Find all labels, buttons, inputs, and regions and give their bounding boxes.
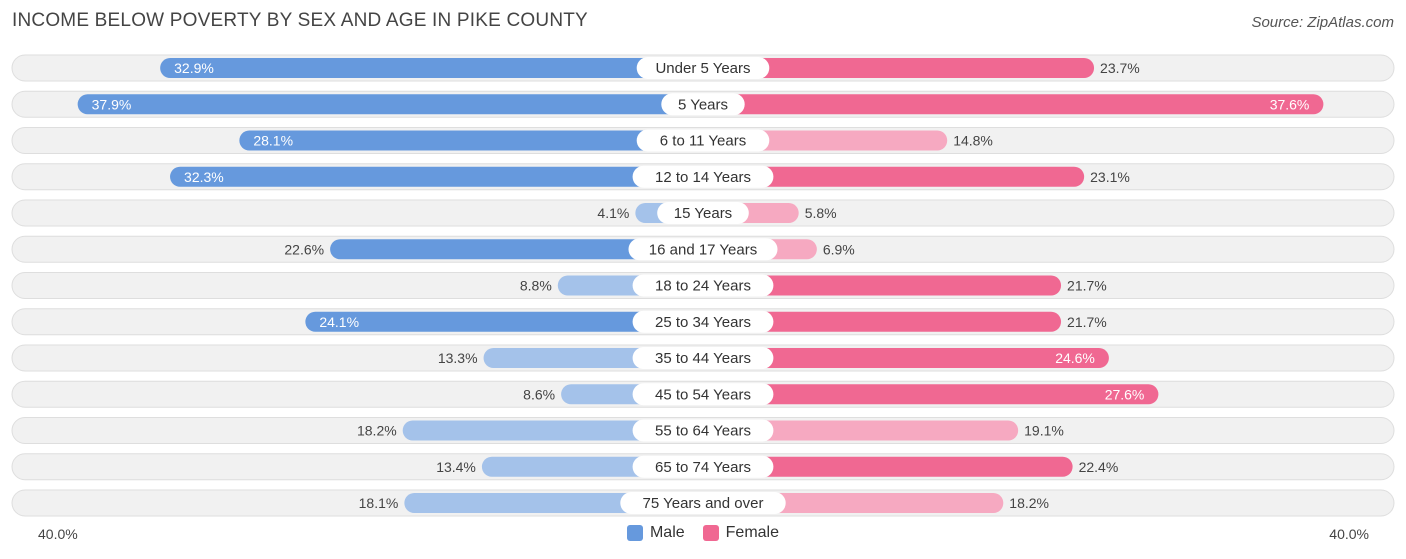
bar-female [703,456,1073,477]
diverging-bar-chart: 32.9% 23.7% Under 5 Years 37.9% 37.6% 5 Years… [11,54,1395,517]
category-pill [632,455,774,478]
category-pill [636,57,770,79]
legend-label-male: Male [649,524,685,541]
value-label-female: 6.9% [823,241,855,257]
legend-item-male[interactable]: Male [626,524,685,542]
value-label-female: 22.4% [1079,459,1119,475]
bar-female [703,58,1095,78]
value-label-male: 13.4% [436,459,476,475]
chart-row[interactable]: 8.6% 27.6% 45 to 54 Years [11,380,1395,408]
chart-row[interactable]: 32.9% 23.7% Under 5 Years [11,54,1395,82]
male-swatch-icon [626,525,643,541]
chart-row[interactable]: 13.3% 24.6% 35 to 44 Years [11,344,1395,372]
chart-row[interactable]: 18.2% 19.1% 55 to 64 Years [11,417,1395,444]
category-pill [632,274,774,297]
legend-label-female: Female [725,524,780,541]
chart-row[interactable]: 13.4% 22.4% 65 to 74 Years [11,453,1395,481]
category-label: 15 Years [674,205,732,222]
legend-item-female[interactable]: Female [702,524,780,542]
category-label: 75 Years and over [643,495,764,512]
value-label-male: 8.6% [523,386,555,402]
category-pill [628,238,778,261]
value-label-female: 37.6% [1270,96,1310,112]
value-label-male: 32.3% [184,169,224,185]
bar-male [330,239,703,260]
category-label: 55 to 64 Years [655,423,751,440]
value-label-female: 23.7% [1100,60,1140,76]
category-pill [620,492,786,514]
chart-row[interactable]: 18.1% 18.2% 75 Years and over [11,489,1395,517]
bar-female [703,420,1019,441]
value-label-female: 21.7% [1067,278,1107,294]
category-label: Under 5 Years [655,60,750,77]
category-label: 35 to 44 Years [655,350,751,367]
value-label-male: 22.6% [284,241,324,257]
category-pill [661,93,745,116]
bar-male [305,311,703,332]
chart-row[interactable]: 4.1% 5.8% 15 Years [11,199,1395,227]
bar-male [170,166,704,187]
category-label: 6 to 11 Years [660,133,746,150]
value-label-male: 18.2% [357,423,397,439]
bar-female [703,311,1062,332]
value-label-female: 27.6% [1105,386,1145,402]
bar-male [77,94,703,115]
value-label-female: 23.1% [1090,169,1130,185]
category-pill [636,129,770,152]
bar-male [160,58,703,78]
legend: Male Female [0,524,1406,542]
value-label-male: 4.1% [597,205,629,221]
axis-right-max: 40.0% [1329,526,1369,542]
value-label-female: 5.8% [805,205,837,221]
value-label-female: 18.2% [1009,495,1049,511]
category-label: 16 and 17 Years [649,241,757,258]
value-label-male: 8.8% [520,278,552,294]
bar-male [402,420,703,441]
female-swatch-icon [702,525,719,541]
category-label: 5 Years [678,96,728,113]
bar-female [703,348,1109,368]
chart-row[interactable]: 37.9% 37.6% 5 Years [11,90,1395,118]
bar-female [703,384,1159,405]
bar-female [703,94,1324,115]
chart-row[interactable]: 32.3% 23.1% 12 to 14 Years [11,163,1395,191]
category-pill [632,419,774,442]
category-pill [632,165,774,188]
value-label-male: 13.3% [438,350,478,366]
chart-row[interactable]: 28.1% 14.8% 6 to 11 Years [11,127,1395,154]
value-label-male: 24.1% [319,314,359,330]
category-pill [657,202,749,224]
chart-row[interactable]: 24.1% 21.7% 25 to 34 Years [11,308,1395,336]
category-label: 45 to 54 Years [655,386,751,403]
value-label-female: 19.1% [1024,423,1064,439]
category-label: 18 to 24 Years [655,278,751,295]
bar-male [239,130,703,151]
value-label-female: 14.8% [953,133,993,149]
value-label-male: 37.9% [92,96,132,112]
value-label-male: 18.1% [359,495,399,511]
source-credit: Source: ZipAtlas.com [1251,14,1394,31]
category-pill [632,347,774,369]
value-label-male: 28.1% [253,133,293,149]
chart-title: INCOME BELOW POVERTY BY SEX AND AGE IN P… [12,10,588,31]
value-label-male: 32.9% [174,60,214,76]
bar-female [703,166,1085,187]
chart-row[interactable]: 8.8% 21.7% 18 to 24 Years [11,272,1395,299]
category-pill [632,383,774,406]
category-label: 25 to 34 Years [655,314,751,331]
value-label-female: 24.6% [1055,350,1095,366]
value-label-female: 21.7% [1067,314,1107,330]
category-pill [632,310,774,333]
bar-female [703,275,1062,296]
category-label: 12 to 14 Years [655,169,751,186]
axis-left-max: 40.0% [38,526,78,542]
chart-row[interactable]: 22.6% 6.9% 16 and 17 Years [11,235,1395,263]
category-label: 65 to 74 Years [655,459,751,476]
